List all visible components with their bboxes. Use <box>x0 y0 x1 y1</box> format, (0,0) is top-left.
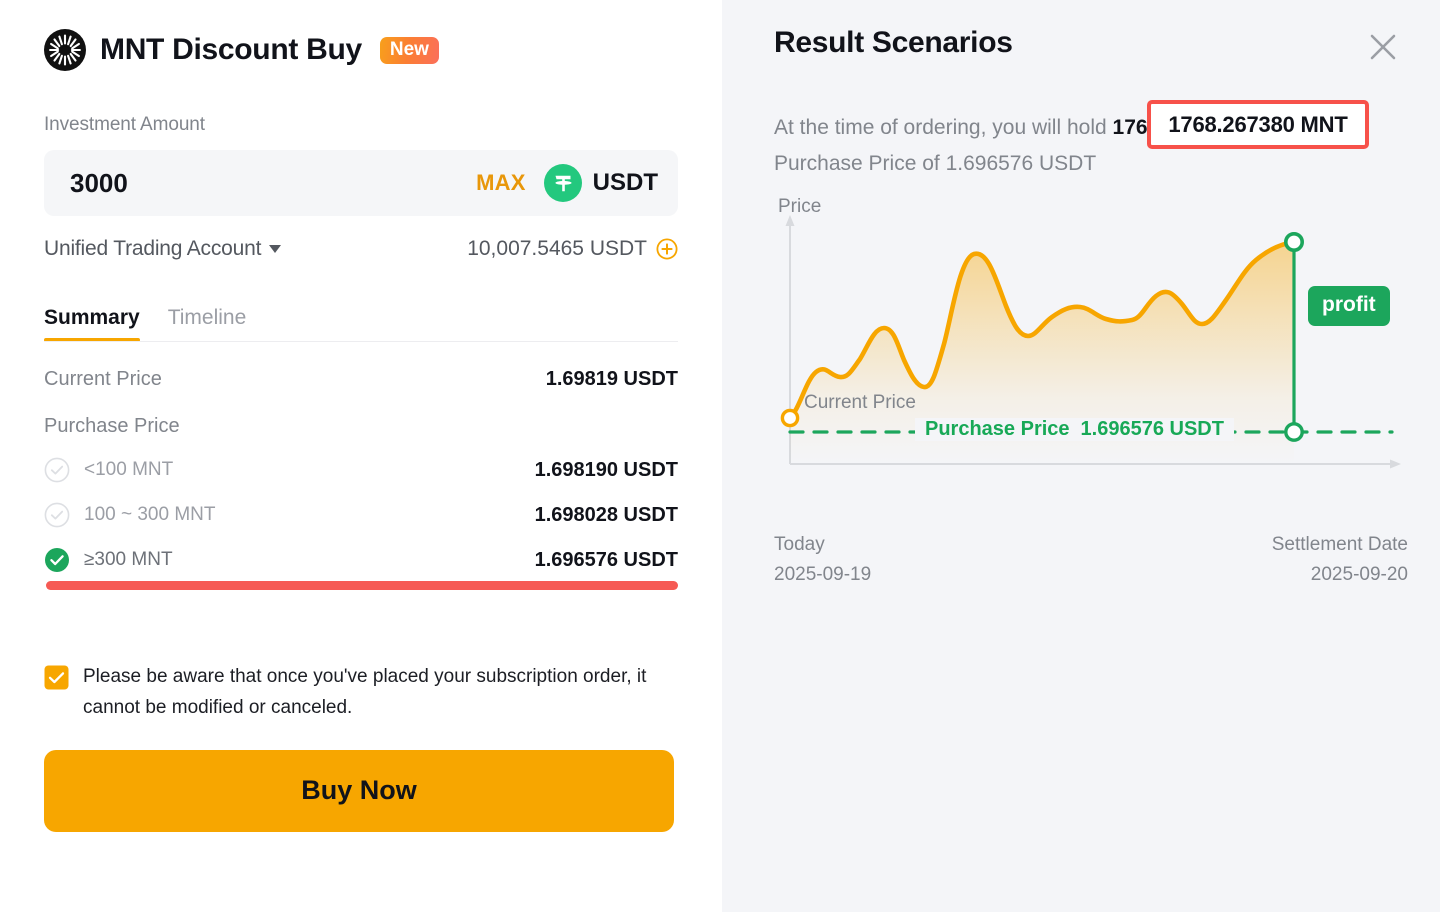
tier-label: 100 ~ 300 MNT <box>84 504 216 525</box>
purchase-price-marker <box>1284 422 1304 443</box>
chart-area-fill <box>790 242 1294 465</box>
chart-date-axis: Today 2025-09-19 Settlement Date 2025-09… <box>774 530 1408 589</box>
check-circle-outline-icon <box>44 457 70 483</box>
tier-price: 1.698028 USDT <box>534 503 678 526</box>
investment-amount-label: Investment Amount <box>44 114 205 135</box>
price-line <box>787 239 1297 421</box>
end-date-label: Settlement Date <box>1271 534 1408 556</box>
tier-row-selected[interactable]: ≥300 MNT 1.696576 USDT <box>44 547 678 573</box>
annotation-box-hold-amount: 1768.267380 MNT <box>1147 100 1369 149</box>
price-projection-chart: Price <box>774 196 1408 526</box>
check-circle-filled-icon <box>44 547 70 573</box>
start-date-value: 2025-09-19 <box>774 563 872 585</box>
new-badge: New <box>379 36 439 64</box>
check-circle-outline-icon <box>44 502 70 528</box>
plus-circle-icon[interactable] <box>656 238 678 260</box>
current-price-chart-label: Current Price <box>804 392 916 414</box>
tier-row[interactable]: 100 ~ 300 MNT 1.698028 USDT <box>44 502 678 528</box>
desc-text-lead: At the time of ordering, you will hold <box>774 116 1113 139</box>
account-balance: 10,007.5465 USDT <box>467 237 647 260</box>
current-price-marker <box>780 408 800 428</box>
max-button[interactable]: MAX <box>476 170 526 195</box>
buy-now-button[interactable]: Buy Now <box>44 749 674 832</box>
annotation-underline <box>46 581 678 590</box>
consent-text: Please be aware that once you've placed … <box>83 666 647 718</box>
end-date-value: 2025-09-20 <box>1310 563 1408 585</box>
order-form-panel: MNT Discount Buy New Investment Amount M… <box>44 24 678 832</box>
start-date-group: Today 2025-09-19 <box>774 530 871 589</box>
current-price-value: 1.69819 USDT <box>545 368 678 390</box>
mnt-sunburst-icon <box>44 29 86 71</box>
amount-input[interactable] <box>70 167 477 199</box>
chart-canvas <box>780 215 1401 469</box>
page-title: MNT Discount Buy <box>100 33 362 66</box>
result-title: Result Scenarios <box>774 26 1013 59</box>
investment-amount-field[interactable]: MAX USDT <box>44 150 678 216</box>
panel-header: MNT Discount Buy New <box>44 24 678 76</box>
tier-price: 1.698190 USDT <box>534 458 678 481</box>
tier-row[interactable]: <100 MNT 1.698190 USDT <box>44 457 678 483</box>
start-date-label: Today <box>774 534 825 556</box>
tier-price: 1.696576 USDT <box>534 548 678 571</box>
result-header: Result Scenarios <box>774 26 1400 64</box>
current-price-label: Current Price <box>44 368 162 390</box>
checkbox-checked-icon[interactable] <box>44 665 69 690</box>
chevron-down-icon[interactable] <box>269 245 282 253</box>
y-axis-label: Price <box>778 196 822 218</box>
purchase-price-chart-text: Purchase Price <box>925 418 1070 441</box>
current-price-row: Current Price 1.69819 USDT <box>44 368 678 391</box>
purchase-price-chart-value: 1.696576 USDT <box>1080 418 1224 441</box>
tabs-divider <box>44 341 678 342</box>
settlement-price-marker <box>1283 232 1304 253</box>
tether-icon <box>543 164 582 202</box>
consent-row[interactable]: Please be aware that once you've placed … <box>44 662 678 724</box>
close-icon[interactable] <box>1366 30 1400 64</box>
account-selector[interactable]: Unified Trading Account <box>44 237 262 260</box>
currency-label: USDT <box>592 169 658 196</box>
purchase-price-label: Purchase Price <box>44 415 180 437</box>
result-scenarios-panel: Result Scenarios At the time of ordering… <box>722 0 1440 912</box>
profit-badge: profit <box>1308 286 1390 327</box>
purchase-price-chart-label: Purchase Price 1.696576 USDT <box>915 418 1234 442</box>
tab-summary[interactable]: Summary <box>44 306 140 342</box>
tier-label: <100 MNT <box>84 459 174 480</box>
end-date-group: Settlement Date 2025-09-20 <box>1272 530 1408 589</box>
detail-tabs: Summary Timeline <box>44 306 678 342</box>
tab-timeline[interactable]: Timeline <box>167 306 247 329</box>
account-row: Unified Trading Account 10,007.5465 USDT <box>44 234 678 264</box>
tier-label: ≥300 MNT <box>84 549 173 570</box>
